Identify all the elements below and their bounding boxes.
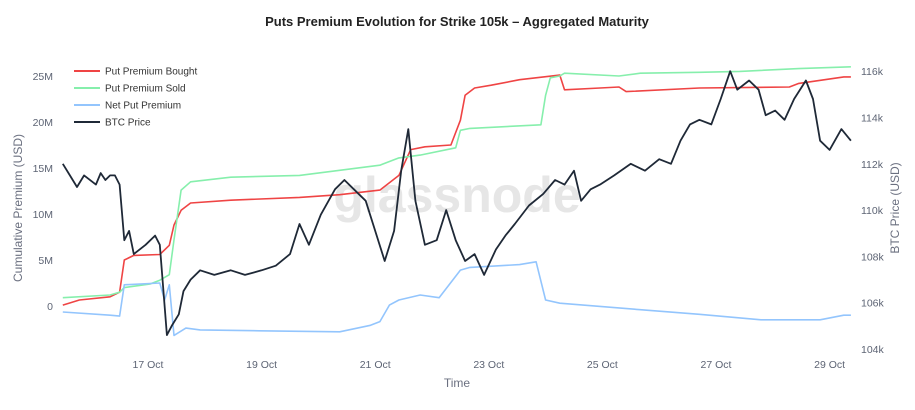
- x-tick-label: 27 Oct: [701, 359, 732, 371]
- legend-item[interactable]: BTC Price: [74, 118, 151, 129]
- x-tick-label: 19 Oct: [246, 359, 277, 371]
- y-tick-label: 15M: [33, 163, 53, 175]
- series-line-put-premium-sold: [62, 66, 851, 299]
- y2-axis-ticks: 104k 106k 108k 110k 112k 114k 116k: [861, 66, 885, 356]
- legend-item[interactable]: Put Premium Bought: [74, 67, 197, 78]
- y2-tick-label: 104k: [861, 344, 885, 356]
- x-tick-label: 23 Oct: [473, 359, 504, 371]
- legend: Put Premium Bought Put Premium Sold Net Pu…: [74, 67, 197, 129]
- series-line-btc-price: [62, 70, 852, 336]
- series-lines: [62, 66, 852, 337]
- legend-label: Put Premium Sold: [105, 84, 186, 95]
- series-line-net-put-premium: [62, 261, 851, 337]
- y-axis-title: Cumulative Premium (USD): [11, 134, 25, 282]
- x-axis-ticks: 17 Oct 19 Oct 21 Oct 23 Oct 25 Oct 27 Oct 29 O…: [133, 359, 846, 371]
- series-line-put-premium-bought: [62, 74, 851, 306]
- y2-tick-label: 108k: [861, 251, 885, 263]
- x-tick-label: 29 Oct: [814, 359, 845, 371]
- legend-item[interactable]: Net Put Premium: [74, 101, 181, 112]
- watermark: glassnode: [333, 167, 580, 223]
- x-tick-label: 17 Oct: [133, 359, 164, 371]
- legend-label: BTC Price: [105, 118, 151, 129]
- legend-label: Put Premium Bought: [105, 67, 197, 78]
- y-tick-label: 0: [47, 301, 53, 313]
- y2-tick-label: 106k: [861, 298, 885, 310]
- chart-title: Puts Premium Evolution for Strike 105k –…: [265, 14, 650, 29]
- y2-tick-label: 112k: [861, 159, 884, 171]
- y-tick-label: 20M: [33, 117, 53, 129]
- x-tick-label: 21 Oct: [360, 359, 391, 371]
- y2-tick-label: 114k: [861, 113, 884, 125]
- y-tick-label: 5M: [38, 255, 53, 267]
- y2-tick-label: 116k: [861, 66, 884, 78]
- legend-item[interactable]: Put Premium Sold: [74, 84, 186, 95]
- x-axis-title: Time: [444, 376, 471, 390]
- y-axis-ticks: 0 5M 10M 15M 20M 25M: [33, 71, 54, 313]
- legend-label: Net Put Premium: [105, 101, 181, 112]
- y-tick-label: 25M: [33, 71, 53, 83]
- x-tick-label: 25 Oct: [587, 359, 618, 371]
- y-tick-label: 10M: [33, 209, 53, 221]
- y2-axis-title: BTC Price (USD): [888, 162, 902, 253]
- y2-tick-label: 110k: [861, 205, 884, 217]
